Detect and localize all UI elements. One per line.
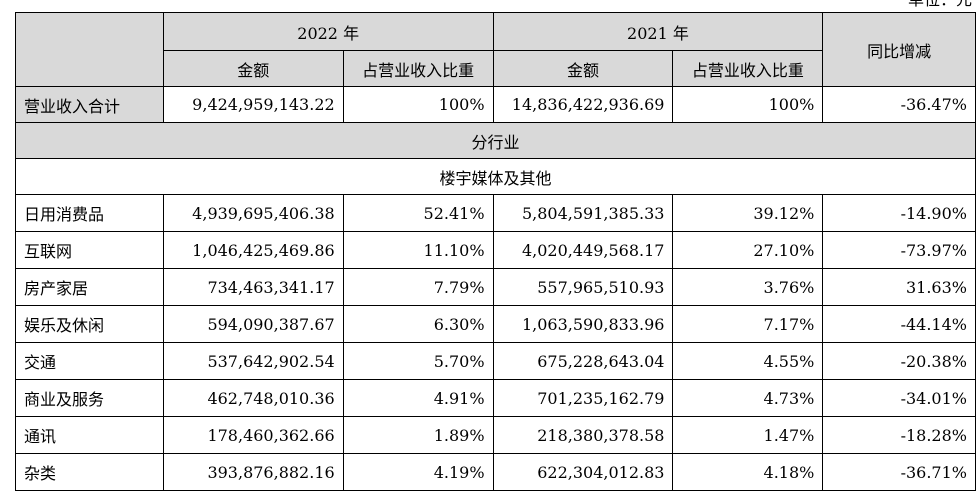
row-amount-2021: 218,380,378.58 (492, 416, 674, 454)
table-row: 娱乐及休闲 594,090,387.67 6.30% 1,063,590,833.96… (15, 305, 976, 343)
row-amount-2022: 1,046,425,469.86 (162, 231, 344, 269)
header-year-2021: 2021 年 (492, 12, 824, 51)
row-amount-2022: 178,460,362.66 (162, 416, 344, 454)
row-share-2022: 52.41% (342, 194, 494, 232)
row-share-2022: 6.30% (342, 305, 494, 343)
subsection-title: 楼宇媒体及其他 (15, 158, 976, 195)
row-share-2021: 3.76% (672, 268, 824, 306)
row-yoy: -18.28% (822, 416, 976, 454)
row-amount-2021: 701,235,162.79 (492, 379, 674, 417)
header-amount-2021: 金额 (492, 50, 674, 87)
row-share-2021: 4.18% (672, 453, 824, 491)
row-amount-2022: 537,642,902.54 (162, 342, 344, 380)
row-amount-2022: 734,463,341.17 (162, 268, 344, 306)
header-year-2022: 2022 年 (162, 12, 494, 51)
row-yoy: -73.97% (822, 231, 976, 269)
row-yoy: -34.01% (822, 379, 976, 417)
table-row: 交通 537,642,902.54 5.70% 675,228,643.04 4.55%… (15, 342, 976, 380)
header-share-2021: 占营业收入比重 (672, 50, 824, 87)
row-share-2022: 4.91% (342, 379, 494, 417)
row-yoy: -14.90% (822, 194, 976, 232)
row-share-2022: 4.19% (342, 453, 494, 491)
row-share-2022: 11.10% (342, 231, 494, 269)
row-amount-2021: 4,020,449,568.17 (492, 231, 674, 269)
table-row: 日用消费品 4,939,695,406.38 52.41% 5,804,591,385… (15, 194, 976, 232)
table-row: 房产家居 734,463,341.17 7.79% 557,965,510.93 3.7… (15, 268, 976, 306)
total-amount-2021: 14,836,422,936.69 (492, 86, 674, 123)
row-amount-2022: 393,876,882.16 (162, 453, 344, 491)
row-label: 日用消费品 (15, 194, 164, 232)
row-label: 娱乐及休闲 (15, 305, 164, 343)
section-title: 分行业 (15, 122, 976, 159)
row-share-2022: 7.79% (342, 268, 494, 306)
total-label: 营业收入合计 (15, 86, 164, 123)
table-row: 通讯 178,460,362.66 1.89% 218,380,378.58 1.47%… (15, 416, 976, 454)
row-label: 杂类 (15, 453, 164, 491)
row-amount-2022: 462,748,010.36 (162, 379, 344, 417)
table-row: 互联网 1,046,425,469.86 11.10% 4,020,449,568.1… (15, 231, 976, 269)
row-yoy: -20.38% (822, 342, 976, 380)
total-yoy: -36.47% (822, 86, 976, 123)
row-share-2021: 39.12% (672, 194, 824, 232)
row-share-2021: 27.10% (672, 231, 824, 269)
row-label: 通讯 (15, 416, 164, 454)
row-label: 交通 (15, 342, 164, 380)
header-row-columns: 金额 占营业收入比重 金额 占营业收入比重 (16, 50, 976, 87)
row-share-2021: 4.73% (672, 379, 824, 417)
row-share-2021: 1.47% (672, 416, 824, 454)
header-row-years: 2022 年 2021 年 同比增减 (15, 12, 976, 87)
section-row: 分行业 (15, 122, 976, 159)
total-row: 营业收入合计 9,424,959,143.22 100% 14,836,422,… (15, 86, 976, 123)
row-label: 房产家居 (15, 268, 164, 306)
row-yoy: 31.63% (822, 268, 976, 306)
header-amount-2022: 金额 (162, 50, 344, 87)
row-amount-2021: 557,965,510.93 (492, 268, 674, 306)
total-amount-2022: 9,424,959,143.22 (162, 86, 344, 123)
row-share-2022: 5.70% (342, 342, 494, 380)
row-amount-2022: 594,090,387.67 (162, 305, 344, 343)
row-amount-2021: 675,228,643.04 (492, 342, 674, 380)
header-share-2022: 占营业收入比重 (342, 50, 494, 87)
row-amount-2021: 1,063,590,833.96 (492, 305, 674, 343)
row-label: 商业及服务 (15, 379, 164, 417)
total-share-2021: 100% (672, 86, 824, 123)
row-amount-2021: 622,304,012.83 (492, 453, 674, 491)
header-yoy: 同比增减 (822, 12, 976, 87)
row-yoy: -44.14% (822, 305, 976, 343)
revenue-table: 2022 年 2021 年 同比增减 金额 占营业收入比重 金额 占营业收入比重… (15, 12, 976, 491)
row-share-2022: 1.89% (342, 416, 494, 454)
table-row: 杂类 393,876,882.16 4.19% 622,304,012.83 4.18%… (15, 453, 976, 491)
table-row: 商业及服务 462,748,010.36 4.91% 701,235,162.79 4.… (15, 379, 976, 417)
subsection-row: 楼宇媒体及其他 (15, 158, 976, 195)
unit-label: 单位：元 (908, 0, 972, 10)
row-amount-2022: 4,939,695,406.38 (162, 194, 344, 232)
row-share-2021: 4.55% (672, 342, 824, 380)
header-corner-cell (15, 12, 164, 87)
row-label: 互联网 (15, 231, 164, 269)
table-body: 2022 年 2021 年 同比增减 金额 占营业收入比重 金额 占营业收入比重… (15, 12, 976, 491)
row-yoy: -36.71% (822, 453, 976, 491)
row-amount-2021: 5,804,591,385.33 (492, 194, 674, 232)
row-share-2021: 7.17% (672, 305, 824, 343)
total-share-2022: 100% (342, 86, 494, 123)
